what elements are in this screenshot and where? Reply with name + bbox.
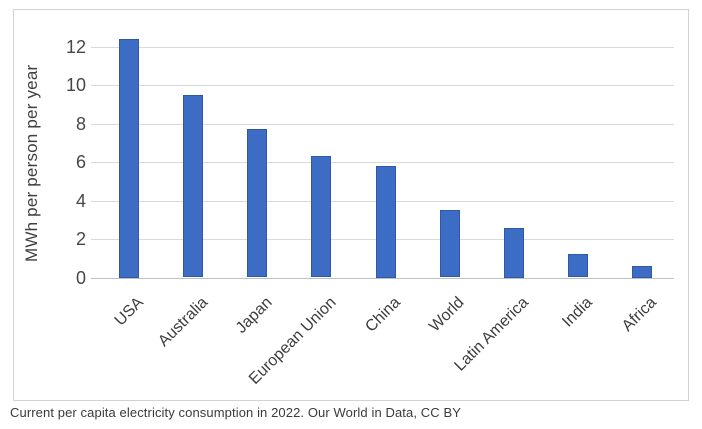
x-axis-baseline — [91, 277, 674, 279]
bar-usa — [119, 39, 140, 278]
bar-china — [375, 166, 396, 278]
y-tick-label-4: 4 — [75, 190, 86, 211]
gridline-y-12 — [91, 46, 674, 48]
bar-australia — [183, 94, 204, 278]
x-label-australia: Australia — [155, 293, 212, 350]
y-tick-label-10: 10 — [65, 75, 86, 96]
bar-africa — [631, 266, 652, 278]
gridline-y-6 — [91, 162, 674, 164]
bar-latin-america — [503, 227, 524, 278]
y-tick-label-8: 8 — [75, 113, 86, 134]
y-tick-label-2: 2 — [75, 229, 86, 249]
bar-japan — [247, 129, 268, 278]
x-label-china: China — [361, 293, 404, 336]
y-tick-label-12: 12 — [65, 36, 86, 57]
gridline-y-10 — [91, 85, 674, 87]
bar-india — [567, 254, 588, 278]
x-label-usa: USA — [111, 293, 148, 329]
x-label-japan: Japan — [232, 293, 276, 337]
gridline-y-8 — [91, 123, 674, 125]
y-tick-label-0: 0 — [75, 267, 86, 288]
chart-caption: Current per capita electricity consumpti… — [10, 405, 461, 420]
y-tick-label-6: 6 — [75, 152, 86, 173]
x-label-india: India — [559, 293, 596, 331]
chart-card: MWh per person per year 0 2 4 6 8 10 12 USA Aust… — [13, 9, 689, 401]
x-label-world: World — [426, 293, 468, 335]
bar-european-union — [311, 156, 332, 278]
x-label-africa: Africa — [618, 293, 660, 335]
bar-world — [439, 210, 460, 278]
